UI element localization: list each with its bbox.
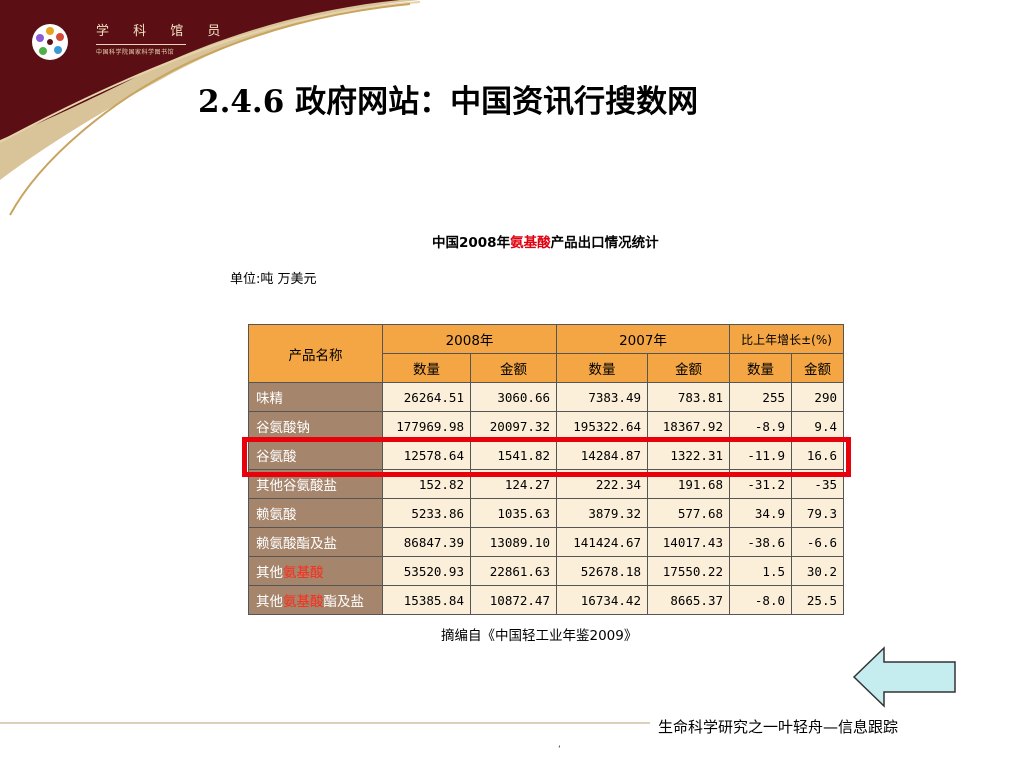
product-name-part: 氨基酸: [283, 565, 324, 581]
header-growth: 比上年增长±(%): [729, 324, 844, 354]
value-cell-a2008: 3060.66: [470, 382, 557, 412]
table-row: 赖氨酸 5233.86 1035.63 3879.32 577.68 34.9 79.3: [248, 498, 844, 528]
header-amount: 金额: [791, 353, 844, 383]
value-cell-a2008: 13089.10: [470, 527, 557, 557]
product-name-cell: 其他氨基酸: [248, 556, 383, 586]
table-title: 中国2008年氨基酸产品出口情况统计: [432, 231, 659, 251]
logo-icon: [32, 24, 68, 60]
header-quantity: 数量: [382, 353, 471, 383]
value-cell-a2007: 577.68: [647, 498, 730, 528]
value-cell-gq: 255: [729, 382, 792, 412]
value-cell-q2008: 53520.93: [382, 556, 471, 586]
product-name-part: 氨基酸: [283, 594, 324, 610]
table-row: 其他氨基酸酯及盐 15385.84 10872.47 16734.42 8665.37-…: [248, 585, 844, 615]
header-quantity: 数量: [729, 353, 792, 383]
header-year-2007: 2007年: [556, 324, 730, 354]
product-name-cell: 其他氨基酸酯及盐: [248, 585, 383, 615]
value-cell-q2007: 16734.42: [556, 585, 648, 615]
product-name-part: 赖氨酸酯及盐: [256, 536, 337, 552]
value-cell-gq: -8.0: [729, 585, 792, 615]
value-cell-q2007: 7383.49: [556, 382, 648, 412]
value-cell-ga: 30.2: [791, 556, 844, 586]
table-title-suffix: 产品出口情况统计: [550, 235, 659, 251]
value-cell-a2008: 20097.32: [470, 411, 557, 441]
header-year-2008: 2008年: [382, 324, 557, 354]
table-row: 赖氨酸酯及盐 86847.39 13089.10 141424.67 14017.43-…: [248, 527, 844, 557]
value-cell-gq: -8.9: [729, 411, 792, 441]
product-name-cell: 谷氨酸钠: [248, 411, 383, 441]
logo-subtitle: 中国科学院国家科学图书馆: [96, 44, 186, 56]
value-cell-ga: 9.4: [791, 411, 844, 441]
value-cell-q2007: 195322.64: [556, 411, 648, 441]
header-corner-art: [0, 0, 420, 216]
product-name-part: 谷氨酸钠: [256, 420, 310, 436]
value-cell-gq: 34.9: [729, 498, 792, 528]
header-product-name: 产品名称: [248, 324, 383, 383]
value-cell-a2007: 18367.92: [647, 411, 730, 441]
product-name-part: 味精: [256, 391, 283, 407]
table-title-highlight: 氨基酸: [510, 235, 551, 251]
product-name-part: 酯及盐: [323, 594, 365, 610]
table-body: 味精 26264.51 3060.66 7383.49 783.81 255 290 谷氨酸钠…: [248, 382, 844, 615]
highlight-box: [242, 437, 851, 477]
value-cell-gq: -38.6: [729, 527, 792, 557]
source-note: 摘编自《中国轻工业年鉴2009》: [441, 628, 638, 644]
value-cell-ga: 290: [791, 382, 844, 412]
footer-mark: ʻ: [558, 745, 561, 755]
logo-text: 学 科 馆 员: [96, 24, 231, 39]
value-cell-a2008: 22861.63: [470, 556, 557, 586]
value-cell-q2007: 52678.18: [556, 556, 648, 586]
footer-divider: [0, 722, 650, 724]
value-cell-q2008: 26264.51: [382, 382, 471, 412]
table-title-prefix: 中国2008年: [432, 235, 511, 251]
value-cell-a2008: 1035.63: [470, 498, 557, 528]
product-name-part: 其他: [256, 565, 283, 581]
page-title: 2.4.6 政府网站：中国资讯行搜数网: [198, 84, 699, 120]
unit-line: 单位:吨 万美元: [230, 272, 317, 287]
value-cell-q2007: 141424.67: [556, 527, 648, 557]
product-name-part: 谷氨酸: [256, 449, 297, 465]
value-cell-a2007: 8665.37: [647, 585, 730, 615]
product-name-part: 其他谷氨酸盐: [256, 478, 337, 494]
value-cell-q2007: 3879.32: [556, 498, 648, 528]
value-cell-q2008: 5233.86: [382, 498, 471, 528]
product-name-cell: 赖氨酸: [248, 498, 383, 528]
product-name-cell: 赖氨酸酯及盐: [248, 527, 383, 557]
value-cell-gq: 1.5: [729, 556, 792, 586]
product-name-part: 其他: [256, 594, 283, 610]
header-amount: 金额: [470, 353, 557, 383]
header-amount: 金额: [647, 353, 730, 383]
product-name-cell: 谷氨酸: [248, 440, 383, 470]
value-cell-a2007: 783.81: [647, 382, 730, 412]
table-row: 谷氨酸钠 177969.98 20097.32 195322.64 18367.92 -8…: [248, 411, 844, 441]
value-cell-q2008: 15385.84: [382, 585, 471, 615]
value-cell-q2008: 86847.39: [382, 527, 471, 557]
header-quantity: 数量: [556, 353, 648, 383]
export-table: 产品名称 2008年 2007年 比上年增长±(%) 数量 金额 数量 金额 数…: [248, 324, 844, 615]
value-cell-q2008: 177969.98: [382, 411, 471, 441]
value-cell-a2007: 17550.22: [647, 556, 730, 586]
back-arrow-icon[interactable]: [852, 646, 958, 708]
value-cell-ga: -6.6: [791, 527, 844, 557]
product-name-cell: 味精: [248, 382, 383, 412]
table-row: 味精 26264.51 3060.66 7383.49 783.81 255 290: [248, 382, 844, 412]
value-cell-a2008: 10872.47: [470, 585, 557, 615]
table-row: 其他氨基酸 53520.93 22861.63 52678.18 17550.22 1.5…: [248, 556, 844, 586]
value-cell-a2007: 14017.43: [647, 527, 730, 557]
value-cell-ga: 79.3: [791, 498, 844, 528]
product-name-part: 赖氨酸: [256, 507, 297, 523]
value-cell-ga: 25.5: [791, 585, 844, 615]
footer-text: 生命科学研究之一叶轻舟—信息跟踪: [655, 716, 899, 737]
